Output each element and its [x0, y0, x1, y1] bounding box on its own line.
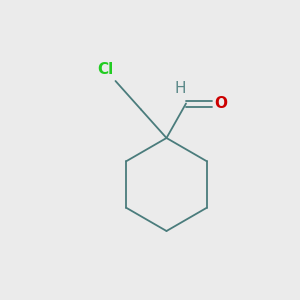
Text: Cl: Cl	[98, 62, 114, 77]
Text: O: O	[214, 96, 227, 111]
Text: H: H	[175, 81, 186, 96]
